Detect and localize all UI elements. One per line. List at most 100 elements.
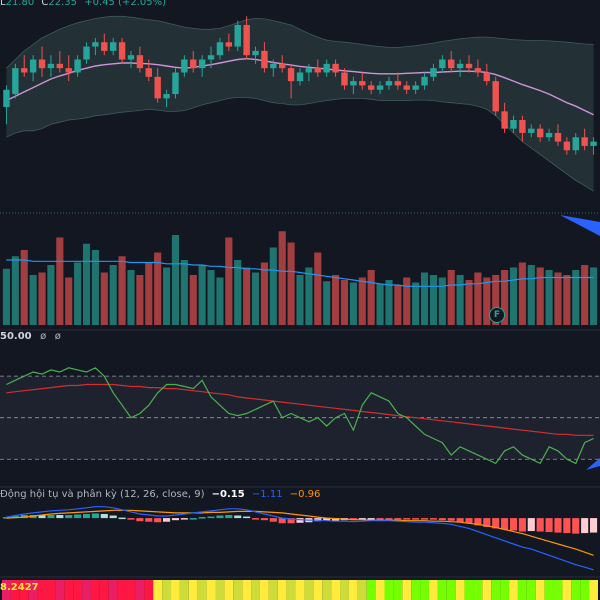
macd-histogram-bar [492,518,500,529]
heatmap-cell [437,580,447,600]
heatmap-cell [46,580,56,600]
volume-bar [20,250,28,325]
macd-histogram-bar [251,518,260,520]
volume-bar [394,285,402,325]
volume-bar [367,270,375,325]
macd-histogram-bar [56,515,64,519]
macd-histogram-bar [412,518,420,520]
volume-bar [225,237,233,325]
macd-histogram-bar [118,517,126,520]
macd-histogram-bar [136,518,144,522]
candle-body [101,42,108,51]
candle-body [12,68,19,95]
volume-bar [11,256,19,325]
heatmap-cell [420,580,429,600]
macd-histogram-bar [385,518,393,520]
heatmap-cell [37,580,47,600]
heatmap-cell [197,580,207,600]
volume-bar [243,267,251,325]
macd-histogram-bar [287,518,295,524]
macd-histogram-bar [38,515,46,519]
heatmap-cell [500,580,510,600]
volume-bar [474,272,482,325]
bollinger-band-fill [6,16,594,192]
event-flag-icon[interactable]: F [489,307,505,323]
candle-body [172,72,179,95]
candle-body [21,68,28,73]
volume-pane [2,231,598,325]
macd-histogram-bar [447,518,455,521]
volume-bar [483,277,491,325]
bollinger-lower-line [6,97,594,192]
candle-body [323,63,330,73]
macd-histogram-bar [74,514,82,519]
volume-bar [429,275,437,325]
candle-body [376,85,384,90]
macd-histogram-bar [82,513,91,519]
candle-body [536,128,544,138]
heatmap-cell [357,580,367,600]
volume-bar [65,277,73,325]
heatmap-cell [188,580,198,600]
heatmap-cell [90,580,100,600]
candle-body [234,24,241,47]
volume-bar [572,270,580,325]
ohlc-change: +0.45 (+2.05%) [84,0,166,8]
macd-histogram-bar [501,518,509,530]
heatmap-cell [482,580,492,600]
macd-histogram-bar [332,518,340,521]
candle-body [181,59,188,73]
macd-histogram-bar [429,518,437,520]
candle-body [590,141,597,146]
volume-bar [527,265,535,325]
macd-legend-macd: −0.15 [211,489,245,500]
heatmap-cell [153,580,163,600]
macd-histogram-bar [154,518,162,523]
candle-body [439,59,446,69]
volume-bar [2,268,11,325]
macd-legend[interactable]: Động hội tụ và phân kỳ (12, 26, close, 9… [0,489,320,500]
candle-body [92,42,99,47]
heatmap-cell [491,580,501,600]
candle-body [198,59,206,69]
heatmap-cell [242,580,252,600]
macd-histogram-bar [545,518,553,533]
heatmap-cell [313,580,323,600]
candle-body [483,72,491,82]
macd-histogram-bar [536,518,544,532]
heatmap-cell [171,580,180,600]
candle-body [287,68,295,82]
candle-body [519,120,526,133]
heatmap-cell [411,580,421,600]
volume-bar [589,267,598,325]
macd-histogram-bar [572,518,580,534]
volume-bar [74,262,82,325]
macd-histogram-bar [225,515,233,519]
candle-body [572,137,579,151]
heatmap-cell [402,580,412,600]
macd-legend-hist: −0.96 [289,489,321,500]
candle-body [65,68,72,73]
volume-bar [323,281,331,325]
macd-histogram-bar [465,518,473,524]
volume-bar [420,272,429,325]
volume-bar [376,283,384,325]
volume-bar [438,277,446,325]
heatmap-cell [393,580,403,600]
candle-body [56,63,64,69]
candle-body [385,81,393,86]
heatmap-cell [580,580,590,600]
volume-bar [109,265,117,325]
heatmap-cell [28,580,38,600]
heatmap-cell [268,580,278,600]
heatmap-cell [544,580,554,600]
heatmap-cell [375,580,385,600]
rsi-legend[interactable]: 50.00 ø ø [0,331,66,342]
candle-body [314,68,321,73]
volume-bar [305,267,313,325]
volume-bar [314,252,322,325]
macd-histogram-bar [589,518,598,533]
candle-body [190,59,197,69]
volume-bar [581,265,589,325]
